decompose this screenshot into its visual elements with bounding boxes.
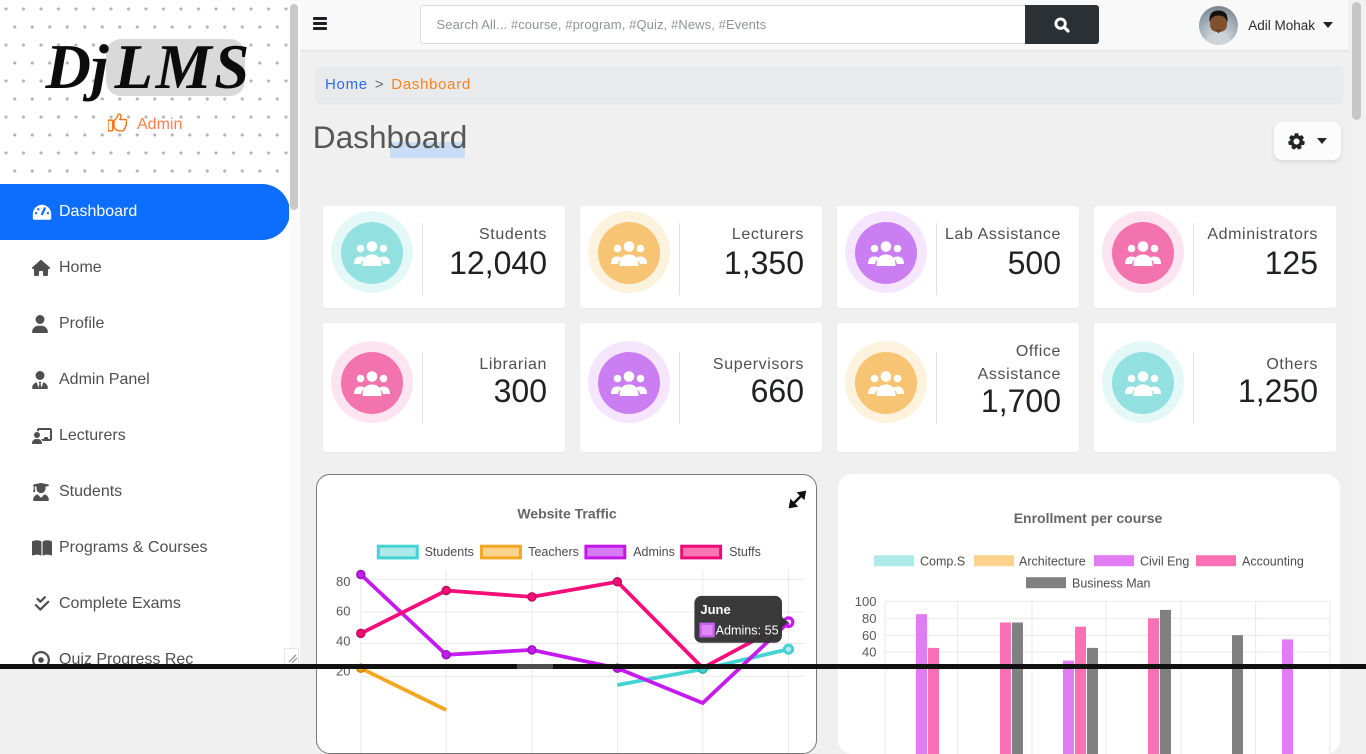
svg-text:Enrollment per course: Enrollment per course — [1014, 510, 1163, 526]
svg-text:60: 60 — [336, 603, 350, 618]
svg-text:Admins: 55: Admins: 55 — [716, 623, 779, 637]
svg-text:60: 60 — [862, 628, 876, 643]
svg-text:80: 80 — [862, 611, 876, 626]
svg-text:Civil Eng: Civil Eng — [1140, 554, 1189, 568]
svg-text:Stuffs: Stuffs — [729, 545, 761, 559]
svg-text:80: 80 — [336, 574, 350, 589]
svg-text:100: 100 — [855, 594, 877, 609]
svg-text:Admins: Admins — [633, 545, 675, 559]
svg-text:40: 40 — [336, 633, 350, 648]
svg-text:Business Man: Business Man — [1072, 576, 1151, 590]
svg-text:Website Traffic: Website Traffic — [517, 505, 617, 521]
svg-text:Comp.S: Comp.S — [920, 554, 965, 568]
svg-text:Students: Students — [425, 545, 474, 559]
svg-text:June: June — [700, 602, 730, 617]
svg-text:Accounting: Accounting — [1242, 554, 1304, 568]
svg-text:Architecture: Architecture — [1019, 554, 1086, 568]
svg-text:Teachers: Teachers — [528, 545, 579, 559]
svg-text:40: 40 — [862, 644, 876, 659]
